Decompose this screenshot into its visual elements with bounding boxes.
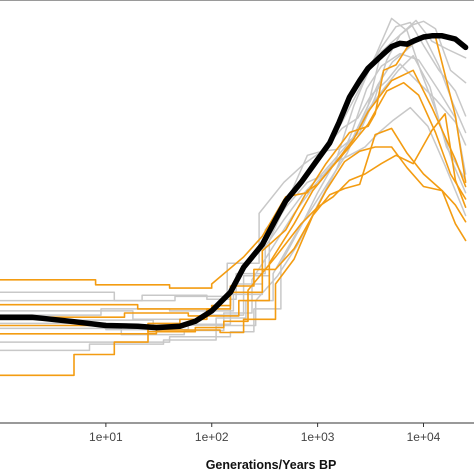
x-tick-label: 1e+03: [301, 430, 335, 444]
replicate-series-line-10: [0, 63, 467, 302]
highlight-series-line-4: [0, 127, 467, 377]
highlight-series-line-5: [0, 113, 467, 333]
series-layer: [0, 17, 469, 377]
x-tick-label: 1e+04: [407, 430, 441, 444]
replicate-series-line-7: [0, 20, 467, 331]
mean-series-line: [0, 33, 469, 331]
x-axis-title: Generations/Years BP: [206, 458, 337, 472]
highlight-series-line-6: [0, 81, 467, 319]
x-tick-label: 1e+02: [195, 430, 229, 444]
replicate-series-line-11: [0, 52, 467, 352]
x-ticks: 1e+01 1e+02 1e+03 1e+04: [89, 423, 441, 444]
x-tick-label: 1e+01: [89, 430, 123, 444]
